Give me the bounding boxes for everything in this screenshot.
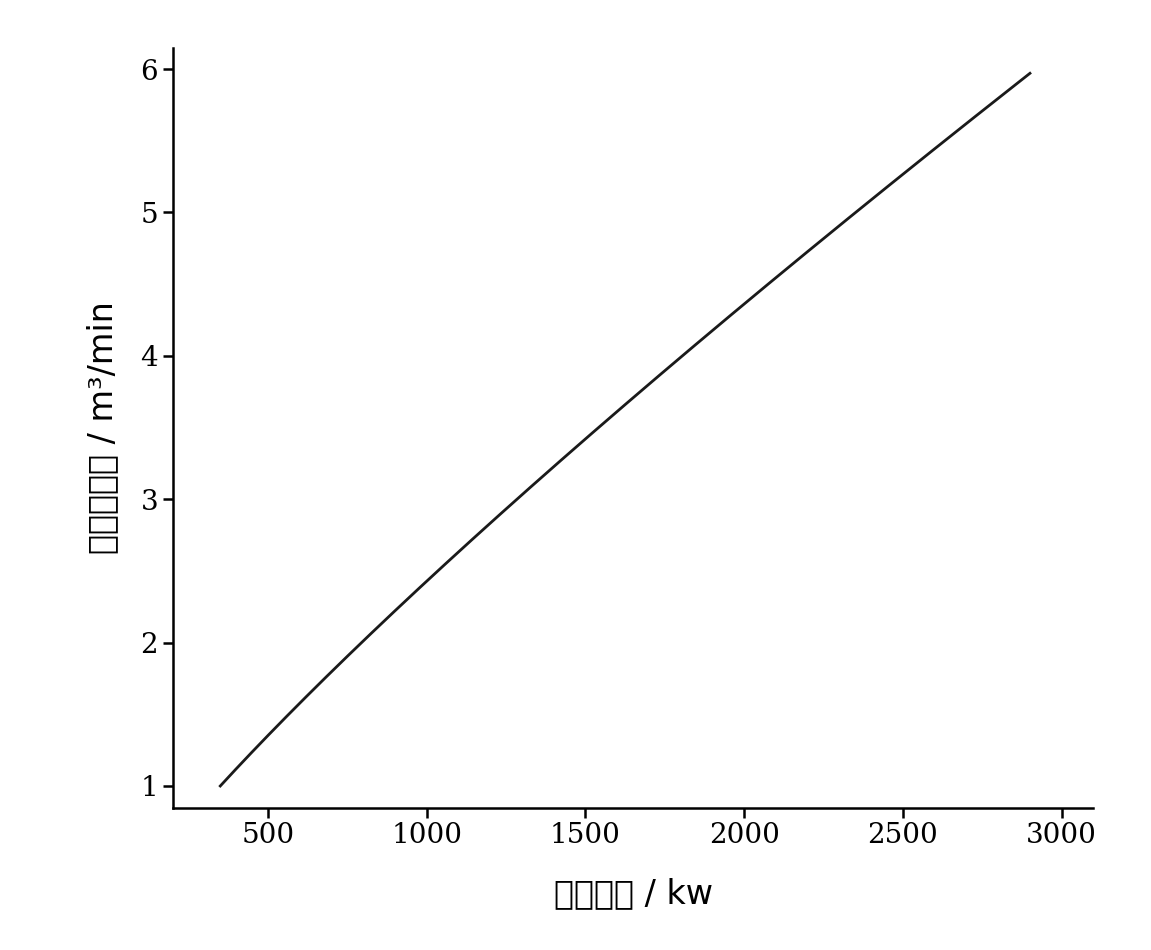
Y-axis label: 最小冷却量 / m³/min: 最小冷却量 / m³/min xyxy=(86,301,120,554)
X-axis label: 辊缝功率 / kw: 辊缝功率 / kw xyxy=(554,877,712,910)
